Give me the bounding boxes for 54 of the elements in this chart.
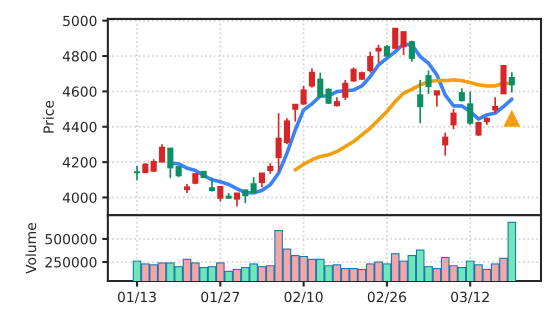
candlestick (208, 176, 216, 192)
candlestick (284, 117, 290, 146)
candlestick (392, 28, 398, 49)
candlestick (158, 143, 166, 164)
candlestick (450, 108, 457, 130)
x-tick-label: 02/10 (284, 292, 323, 304)
candlestick (167, 147, 174, 180)
candlestick (258, 172, 266, 188)
candlestick (326, 87, 332, 105)
candlestick (367, 50, 374, 74)
candlestick (308, 67, 315, 89)
candlestick (217, 186, 224, 202)
y-tick-label: 500000 (46, 234, 97, 244)
candlestick (292, 103, 298, 122)
candlestick (350, 66, 357, 83)
candlestick (234, 192, 240, 208)
x-tick-label: 01/13 (118, 292, 156, 304)
candlestick (475, 120, 482, 137)
y-axis-title: Price (43, 100, 54, 133)
y-axis-title: Volume (25, 222, 36, 274)
x-tick-label: 01/27 (201, 292, 240, 304)
candlestick (267, 162, 274, 175)
candlestick (508, 71, 515, 94)
candlestick (434, 90, 440, 108)
candlestick (192, 172, 198, 186)
y-tick-label: 250000 (45, 257, 97, 268)
candlestick (300, 85, 307, 106)
y-tick-label: 4400 (62, 122, 97, 132)
candlestick (467, 90, 474, 126)
y-tick-label: 5000 (63, 16, 97, 26)
y-tick-label: 4200 (62, 157, 97, 168)
candlestick (184, 183, 190, 194)
candlestick (342, 79, 348, 101)
candlestick (334, 96, 340, 108)
y-tick-label: 4000 (62, 192, 97, 203)
candlestick (458, 87, 465, 102)
y-tick-label: 4800 (62, 51, 97, 62)
candlestick (376, 44, 382, 64)
candlestick (150, 158, 157, 173)
x-tick-label: 02/26 (368, 292, 406, 304)
candlestick (492, 96, 498, 114)
candlestick (417, 79, 424, 124)
candlestick (250, 176, 257, 194)
candlestick (176, 166, 182, 178)
y-tick-label: 4600 (62, 86, 97, 97)
candlestick (408, 40, 415, 63)
candlestick (442, 132, 448, 156)
candlestick (317, 72, 324, 100)
x-tick-label: 03/12 (451, 292, 489, 304)
candlestick (134, 165, 140, 182)
candlestick (276, 112, 282, 172)
candlestick (425, 70, 432, 95)
candlestick (400, 30, 407, 56)
candlestick (242, 189, 248, 204)
